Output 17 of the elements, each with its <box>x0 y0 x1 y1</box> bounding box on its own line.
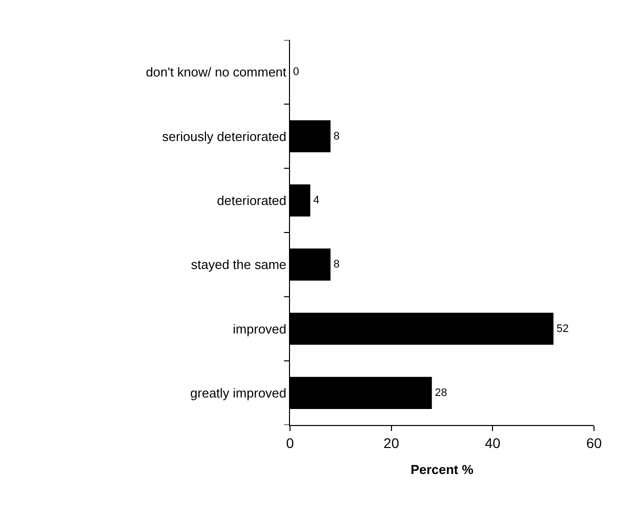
y-tick-label: deteriorated <box>217 192 286 208</box>
x-tick-label: 20 <box>384 434 400 451</box>
x-axis-title: Percent % <box>410 462 474 477</box>
y-tick-label: don't know/ no comment <box>146 64 287 80</box>
data-label: 4 <box>313 194 320 206</box>
data-label: 28 <box>434 386 448 399</box>
data-label: 52 <box>556 322 569 335</box>
data-label: 8 <box>334 258 340 271</box>
x-tick-label: 60 <box>586 434 602 451</box>
x-tick-label: 40 <box>484 434 501 451</box>
y-tick-label: improved <box>232 321 286 336</box>
data-label: 0 <box>293 66 300 78</box>
y-tick-label: seriously deteriorated <box>162 128 286 144</box>
data-label: 8 <box>334 130 340 142</box>
y-tick-label: stayed the same <box>191 257 286 272</box>
y-tick-label: greatly improved <box>190 385 286 400</box>
x-tick-label: 0 <box>286 434 294 451</box>
